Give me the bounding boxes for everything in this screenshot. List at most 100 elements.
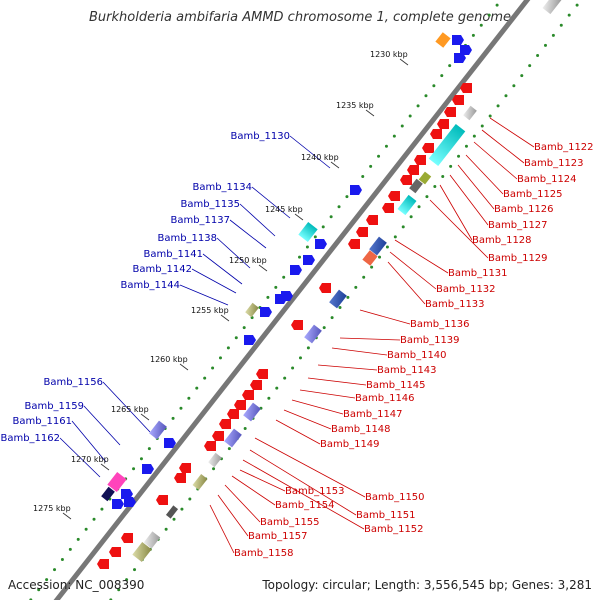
gc-dot xyxy=(313,235,317,239)
tick-mark xyxy=(179,363,189,371)
gc-dot xyxy=(53,568,57,572)
gene-features xyxy=(97,0,562,569)
gc-dot xyxy=(76,537,80,541)
reverse-gene xyxy=(437,119,449,129)
forward-gene xyxy=(454,53,466,63)
gc-dot xyxy=(298,255,302,259)
forward-gene xyxy=(112,499,124,509)
leader-line xyxy=(251,186,291,219)
gc-dot xyxy=(242,326,246,330)
forward-gene xyxy=(275,294,287,304)
gc-dot xyxy=(275,386,279,390)
gene-box-magenta xyxy=(107,472,127,492)
gc-dot xyxy=(298,356,302,360)
reverse-gene xyxy=(121,533,133,543)
gene-label: Bamb_1141 xyxy=(143,249,203,260)
gc-dot xyxy=(212,467,216,471)
gc-dot xyxy=(133,568,137,572)
forward-gene xyxy=(124,497,136,507)
gene-box-dark xyxy=(165,505,179,519)
reverse-gene xyxy=(227,409,239,419)
inner-gc-track xyxy=(109,3,579,600)
gc-dot xyxy=(384,144,388,148)
tick-mark xyxy=(399,58,409,66)
reverse-gene xyxy=(348,239,360,249)
tick-mark xyxy=(220,314,230,322)
gc-dot xyxy=(100,507,104,511)
gc-dot xyxy=(180,507,184,511)
gc-dot xyxy=(305,245,309,249)
gc-dot xyxy=(488,114,492,118)
leader-line xyxy=(191,268,237,294)
leader-line xyxy=(242,459,365,530)
gene-label: Bamb_1145 xyxy=(366,380,426,391)
gc-dot xyxy=(433,185,437,189)
gene-box-cyan xyxy=(428,123,466,167)
reverse-gene xyxy=(174,473,186,483)
leader-line xyxy=(254,437,366,498)
leader-line xyxy=(59,437,101,478)
gene-label: Bamb_1139 xyxy=(400,335,460,346)
reverse-gene xyxy=(414,155,426,165)
gc-dot xyxy=(321,225,325,229)
leader-line xyxy=(102,381,151,433)
leader-lines xyxy=(59,117,535,554)
leader-line xyxy=(202,253,243,285)
gene-label: Bamb_1153 xyxy=(285,486,345,497)
gene-label: Bamb_1143 xyxy=(377,365,437,376)
backbone xyxy=(53,0,531,600)
gene-label: Bamb_1147 xyxy=(343,409,403,420)
gene-label: Bamb_1148 xyxy=(331,424,391,435)
gene-label: Bamb_1137 xyxy=(170,215,230,226)
reverse-gene xyxy=(382,203,394,213)
tick-label: 1235 kbp xyxy=(336,101,374,110)
gc-dot xyxy=(68,547,72,551)
reverse-gene xyxy=(444,107,456,117)
leader-line xyxy=(465,154,504,195)
gc-dot xyxy=(362,275,366,279)
reverse-gene xyxy=(250,380,262,390)
gc-dot xyxy=(504,94,508,98)
gc-dot xyxy=(179,406,183,410)
reverse-gene xyxy=(219,419,231,429)
gene-label: Bamb_1124 xyxy=(517,174,577,185)
gc-dot xyxy=(408,114,412,118)
tick-label: 1245 kbp xyxy=(265,205,303,214)
reverse-gene xyxy=(256,369,268,379)
gene-label: Bamb_1158 xyxy=(234,548,294,559)
reverse-gene xyxy=(407,165,419,175)
leader-line xyxy=(229,219,267,249)
tick-mark xyxy=(140,413,150,421)
gene-box-purple xyxy=(304,324,322,344)
gc-dot xyxy=(385,245,389,249)
reverse-gene xyxy=(109,547,121,557)
gc-dot xyxy=(528,64,532,68)
gene-box-grey xyxy=(463,105,477,121)
gc-dot xyxy=(378,255,382,259)
reverse-gene xyxy=(356,227,368,237)
gc-dot xyxy=(322,326,326,330)
gene-box-purple xyxy=(243,402,261,422)
gene-box-cyan xyxy=(397,194,417,216)
gene-box-grey xyxy=(409,178,423,194)
gc-dot xyxy=(203,376,207,380)
gc-dot xyxy=(575,3,579,7)
tick-labels: 1230 kbp 1235 kbp 1240 kbp 1245 kbp 1250 kbp… xyxy=(33,50,409,520)
gene-label: Bamb_1125 xyxy=(503,189,563,200)
gene-box-purple xyxy=(149,420,167,440)
gene-label: Bamb_1159 xyxy=(24,401,84,412)
forward-gene xyxy=(244,335,256,345)
gene-box-orange xyxy=(435,32,451,48)
leader-line xyxy=(473,141,518,180)
gene-label: Bamb_1155 xyxy=(260,517,320,528)
gc-dot xyxy=(480,124,484,128)
gc-dot xyxy=(345,195,349,199)
gc-dot xyxy=(543,43,547,47)
forward-gene xyxy=(260,307,272,317)
reverse-gene xyxy=(242,390,254,400)
gc-dot xyxy=(92,517,96,521)
leader-line xyxy=(249,449,357,516)
gc-dot xyxy=(472,134,476,138)
tick-mark xyxy=(100,463,110,471)
leader-line xyxy=(289,135,331,169)
